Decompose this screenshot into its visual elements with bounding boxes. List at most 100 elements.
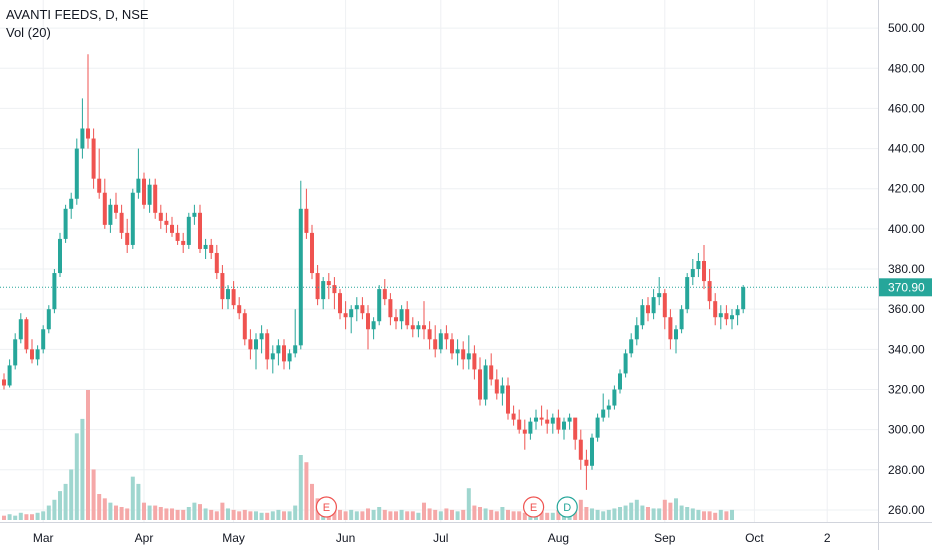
volume-bar: [679, 505, 684, 520]
volume-bar: [657, 508, 662, 520]
volume-bar: [298, 455, 303, 520]
time-tick-label: Apr: [135, 531, 154, 545]
candle-body: [478, 369, 482, 400]
time-axis[interactable]: Mar Apr May Jun Jul Aug Sep Oct 2: [0, 522, 932, 546]
candle-body: [142, 178, 146, 205]
volume-bar: [287, 511, 292, 520]
candle-body: [730, 315, 734, 320]
volume-bar: [595, 509, 600, 520]
event-marker-letter: E: [530, 502, 537, 514]
candle-body: [170, 224, 174, 233]
candle-body: [679, 309, 684, 330]
candle-body: [130, 192, 135, 245]
volume-bar: [713, 512, 718, 520]
volume-bar: [248, 511, 253, 520]
volume-bar: [685, 507, 690, 520]
candle-body: [500, 385, 505, 394]
candle-body: [354, 305, 359, 310]
volume-bar: [500, 507, 505, 520]
chart-overlays: 370.90 E E D: [0, 278, 932, 518]
volume-bar: [130, 476, 135, 520]
volume-bar: [662, 499, 667, 520]
volume-bar: [405, 511, 410, 520]
candle-body: [158, 212, 163, 221]
volume-bar: [97, 494, 102, 520]
candle-body: [427, 329, 432, 340]
event-marker: [315, 496, 337, 518]
candle-body: [545, 419, 550, 424]
price-axis[interactable]: 500.00 480.00 460.00 440.00 420.00 400.00 380.…: [878, 0, 926, 550]
candle-body: [282, 345, 286, 362]
volume-bar: [343, 511, 348, 520]
volume-bar: [192, 502, 197, 520]
volume-bar: [80, 418, 85, 520]
candle-body: [612, 389, 617, 406]
volume-bar: [136, 483, 141, 520]
volume-bar: [668, 502, 673, 520]
candle-body: [237, 305, 242, 314]
candle-body: [254, 339, 258, 350]
candle-body: [209, 244, 214, 253]
volume-bar: [444, 508, 449, 520]
candle-body: [108, 204, 113, 225]
volume-bar: [142, 502, 146, 520]
candle-body: [724, 313, 729, 320]
candle-body: [394, 317, 398, 322]
candle-body: [259, 333, 264, 340]
volume-bar: [640, 505, 645, 520]
candle-body: [433, 339, 438, 350]
candle-body: [674, 329, 678, 340]
volume-bar: [601, 511, 606, 520]
candle-body: [321, 281, 326, 300]
candle-body: [265, 333, 270, 360]
grid-lines: [0, 0, 878, 522]
volume-bar: [416, 512, 421, 520]
candle-body: [270, 353, 275, 360]
candle-body: [735, 309, 740, 316]
candle-body: [74, 148, 79, 199]
candle-body: [522, 429, 527, 434]
candle-body: [422, 325, 426, 330]
volume-bar: [52, 499, 57, 520]
candle-body: [640, 305, 645, 326]
last-price-badge: [879, 278, 932, 297]
candle-body: [528, 421, 533, 434]
chart-title: AVANTI FEEDS, D, NSE: [6, 7, 149, 22]
volume-bar: [282, 511, 286, 520]
candle-body: [517, 419, 522, 430]
time-tick-label: Aug: [548, 531, 569, 545]
volume-bar: [545, 512, 550, 520]
volume-bar: [119, 507, 124, 520]
volume-bar: [478, 507, 482, 520]
candle-body: [102, 192, 107, 225]
event-marker-letter: D: [563, 502, 571, 514]
candle-body: [444, 333, 449, 340]
candle-body: [377, 289, 382, 322]
price-tick-label: 400.00: [888, 222, 925, 236]
candle-body: [461, 349, 466, 360]
volume-bar: [427, 508, 432, 520]
candle-body: [164, 220, 169, 225]
candle-body: [584, 459, 589, 466]
volume-bar: [618, 507, 622, 520]
candle-body: [69, 198, 74, 209]
candle-body: [198, 212, 202, 249]
price-tick-label: 260.00: [888, 503, 925, 517]
volume-bar: [276, 509, 281, 520]
candle-body: [668, 317, 673, 340]
candle-body: [405, 309, 410, 326]
candle-body: [657, 293, 662, 298]
candle-body: [623, 353, 628, 374]
volume-indicator-label: Vol (20): [6, 25, 51, 40]
volume-bar: [46, 505, 51, 520]
price-tick-label: 480.00: [888, 61, 925, 75]
candle-body: [629, 339, 634, 354]
volume-bar: [382, 509, 387, 520]
candle-body: [147, 184, 152, 205]
volume-bar: [483, 508, 488, 520]
candle-body: [242, 313, 247, 340]
volume-bar: [388, 511, 393, 520]
volume-bar: [242, 509, 247, 520]
candle-body: [713, 301, 718, 318]
